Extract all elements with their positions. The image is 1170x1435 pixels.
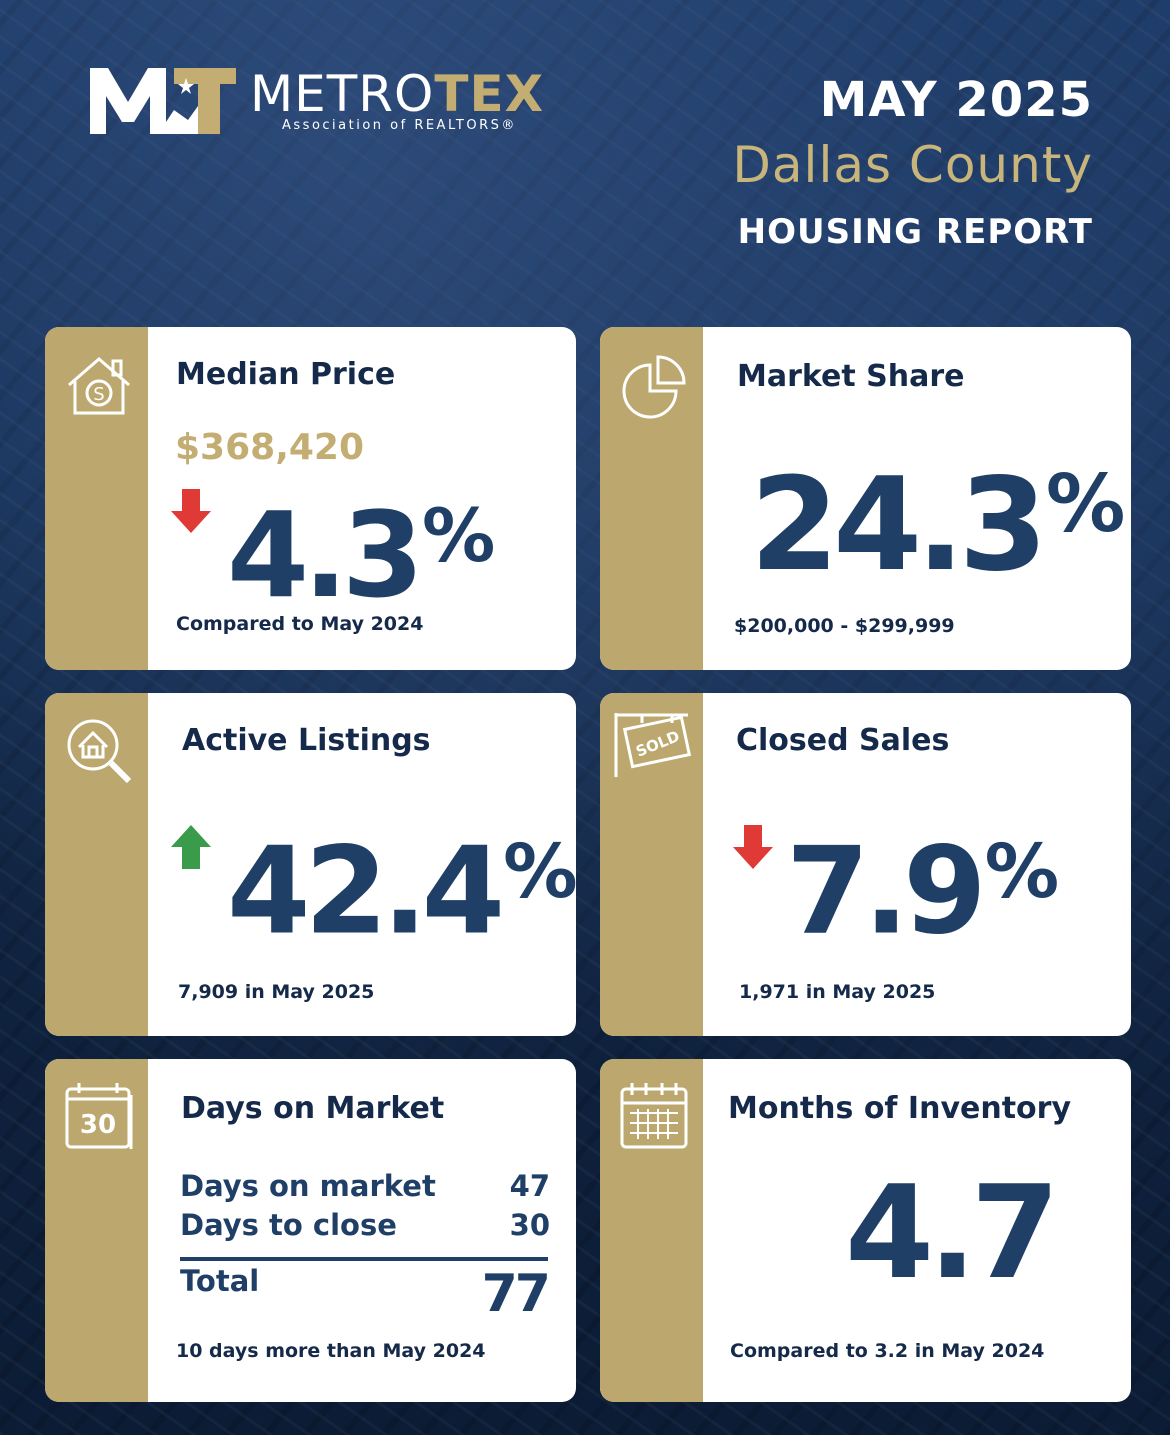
- up-arrow-icon: [171, 825, 211, 869]
- card-note: Compared to May 2024: [176, 613, 424, 635]
- report-month: MAY 2025: [819, 72, 1093, 128]
- dom-total-label: Total: [180, 1264, 260, 1298]
- days-on-market-card: 30 Days on Market Days on market 47 Days…: [45, 1059, 576, 1402]
- card-title: Median Price: [176, 357, 396, 392]
- dom-total-value: 77: [481, 1264, 551, 1324]
- total-divider: [180, 1257, 548, 1261]
- down-arrow-icon: [733, 825, 773, 869]
- card-title: Closed Sales: [736, 723, 950, 758]
- card-note: $200,000 - $299,999: [734, 615, 955, 637]
- card-title: Months of Inventory: [728, 1091, 1072, 1126]
- card-note: 7,909 in May 2025: [178, 981, 375, 1003]
- median-price-value: $368,420: [175, 427, 365, 468]
- active-listings-card: Active Listings 42.4% 7,909 in May 2025: [45, 693, 576, 1036]
- svg-text:S: S: [93, 384, 104, 405]
- card-title: Days on Market: [181, 1091, 445, 1126]
- median-price-change: 4.3%: [227, 486, 495, 625]
- report-title: HOUSING REPORT: [737, 212, 1093, 252]
- closed-sales-change: 7.9%: [786, 822, 1059, 962]
- svg-text:SOLD: SOLD: [633, 727, 682, 761]
- svg-text:30: 30: [80, 1110, 116, 1140]
- down-arrow-icon: [171, 489, 211, 533]
- pie-chart-icon: [622, 355, 686, 419]
- house-search-icon: [67, 719, 132, 784]
- months-of-inventory-card: Months of Inventory 4.7 Compared to 3.2 …: [600, 1059, 1131, 1402]
- median-price-card: S Median Price $368,420 4.3% Compared to…: [45, 327, 576, 670]
- card-note: 1,971 in May 2025: [739, 981, 936, 1003]
- sold-sign-icon: SOLD: [614, 713, 692, 777]
- brand-subtitle: Association of REALTORS®: [282, 118, 517, 133]
- dom-row-days-to-close: Days to close 30: [180, 1208, 550, 1242]
- report-county: Dallas County: [732, 136, 1093, 194]
- dom-row-days-on-market: Days on market 47: [180, 1169, 550, 1203]
- months-inventory-value: 4.7: [845, 1159, 1060, 1308]
- metrotex-logo: METROTEX Association of REALTORS®: [88, 62, 548, 142]
- calendar-30-icon: 30: [65, 1083, 133, 1149]
- closed-sales-card: SOLD Closed Sales 7.9% 1,971 in May 2025: [600, 693, 1131, 1036]
- card-note: Compared to 3.2 in May 2024: [730, 1340, 1045, 1362]
- market-share-value: 24.3%: [750, 451, 1125, 601]
- mt-logo-mark-icon: [90, 68, 236, 134]
- card-note: 10 days more than May 2024: [176, 1340, 486, 1362]
- card-title: Market Share: [737, 359, 965, 394]
- house-dollar-icon: S: [68, 357, 130, 415]
- active-listings-change: 42.4%: [227, 822, 576, 962]
- card-accent-strip: [45, 327, 148, 670]
- brand-name: METROTEX: [250, 65, 545, 123]
- market-share-card: Market Share 24.3% $200,000 - $299,999: [600, 327, 1131, 670]
- calendar-grid-icon: [620, 1083, 688, 1149]
- card-title: Active Listings: [182, 723, 431, 758]
